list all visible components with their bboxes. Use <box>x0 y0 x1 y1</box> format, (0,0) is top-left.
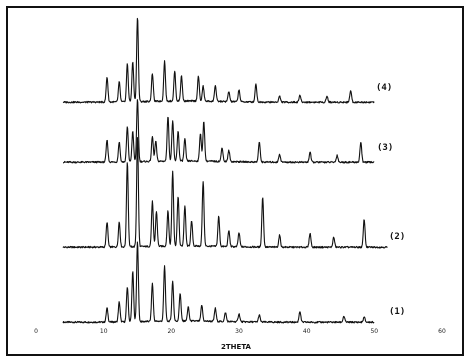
x-tick-label: 20 <box>167 328 175 335</box>
trace-series-2 <box>62 137 388 249</box>
x-tick-labels: 0 10 20 30 40 50 60 <box>34 328 446 335</box>
x-tick-label: 30 <box>235 328 243 335</box>
series-label-4: (4) <box>376 83 392 93</box>
trace-series-1 <box>62 241 375 324</box>
pattern-traces <box>62 17 388 324</box>
x-tick-label: 50 <box>370 328 378 335</box>
x-tick-label: 40 <box>303 328 311 335</box>
series-labels: (1) (2) (3) (4) <box>376 83 405 317</box>
series-label-2: (2) <box>389 232 405 242</box>
trace-series-3 <box>62 99 375 164</box>
x-tick-label: 0 <box>34 328 38 335</box>
trace-series-4 <box>62 17 375 104</box>
series-label-3: (3) <box>377 143 393 153</box>
chart-frame <box>6 6 464 356</box>
series-label-1: (1) <box>389 307 405 317</box>
x-tick-label: 60 <box>438 328 446 335</box>
x-axis-label: 2THETA <box>221 343 252 351</box>
x-tick-label: 10 <box>100 328 108 335</box>
